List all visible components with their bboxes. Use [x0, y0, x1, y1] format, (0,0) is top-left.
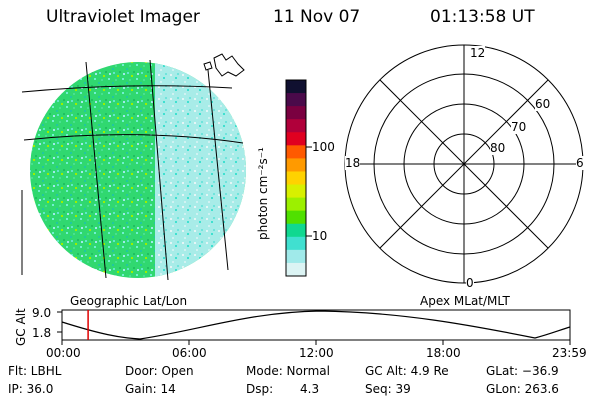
altitude-xtick-18: 18:00 [426, 346, 461, 360]
time-label: 01:13:58 UT [430, 7, 535, 27]
colorbar-band [286, 262, 306, 277]
glon-info: GLon: 263.6 [486, 382, 559, 396]
dsp-value: 4.3 [300, 382, 320, 396]
colorbar-band [286, 249, 306, 264]
colorbar-band [286, 184, 306, 199]
geographic-coord-label: Geographic Lat/Lon [70, 294, 188, 308]
colorbar-band [286, 132, 306, 146]
coastline [203, 53, 245, 77]
colorbar-label-10: 10 [312, 229, 328, 243]
colorbar-band [286, 171, 306, 186]
colorbar-band [286, 236, 306, 251]
polar-dial [344, 44, 584, 284]
mode-info: Mode: Normal [246, 364, 330, 378]
instrument-title: Ultraviolet Imager [46, 7, 200, 27]
mlat-label-60: 60 [535, 97, 551, 111]
altitude-xtick-0: 00:00 [46, 346, 81, 360]
ip-info: IP: 36.0 [8, 382, 54, 396]
colorbar-band [286, 145, 306, 159]
colorbar-band [286, 223, 306, 238]
altitude-ytick-9: 9.0 [32, 306, 52, 320]
color-bar [286, 80, 306, 277]
altitude-xtick-6: 06:00 [172, 346, 207, 360]
altitude-curve [61, 310, 571, 340]
colorbar-band [286, 80, 306, 94]
date-label: 11 Nov 07 [273, 7, 361, 27]
colorbar-band [286, 158, 306, 172]
altitude-xtick-end: 23:59 [552, 346, 587, 360]
altitude-ylabel: GC Alt [14, 308, 28, 346]
colorbar-band [286, 106, 306, 120]
geographic-grid [21, 59, 244, 281]
altitude-ytick-1-8: 1.8 [32, 326, 52, 340]
colorbar-band [286, 119, 306, 133]
gc-alt-info: GC Alt: 4.9 Re [365, 364, 449, 378]
colorbar-band [286, 93, 306, 107]
mlt-label-0: 0 [466, 276, 474, 290]
door-info: Door: Open [125, 364, 194, 378]
mlat-label-70: 70 [511, 120, 527, 134]
altitude-plot [57, 309, 571, 345]
colorbar-band [286, 197, 306, 212]
dsp-label: Dsp: [246, 382, 274, 396]
mlt-label-18: 18 [345, 156, 361, 170]
mlt-label-6: 6 [576, 156, 584, 170]
mlt-label-12: 12 [470, 46, 486, 60]
apex-coord-label: Apex MLat/MLT [420, 294, 510, 308]
seq-info: Seq: 39 [365, 382, 411, 396]
colorbar-band [286, 210, 306, 225]
altitude-xtick-12: 12:00 [299, 346, 334, 360]
mlat-label-80: 80 [490, 141, 506, 155]
glat-info: GLat: −36.9 [486, 364, 559, 378]
colorbar-unit-label: photon cm⁻²s⁻¹ [256, 147, 270, 240]
filter-info: Flt: LBHL [8, 364, 62, 378]
colorbar-label-100: 100 [312, 140, 335, 154]
gain-info: Gain: 14 [125, 382, 176, 396]
